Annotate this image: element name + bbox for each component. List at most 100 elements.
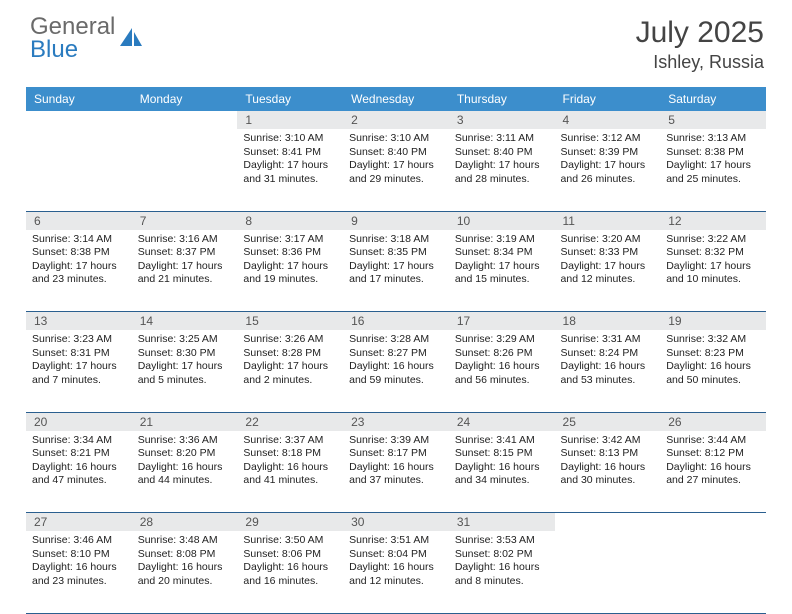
daylight-text: Daylight: 17 hours [666, 260, 760, 274]
day-cell [26, 129, 132, 211]
daylight-text: and 34 minutes. [455, 474, 549, 488]
day-cell: Sunrise: 3:34 AMSunset: 8:21 PMDaylight:… [26, 431, 132, 513]
day-cell: Sunrise: 3:28 AMSunset: 8:27 PMDaylight:… [343, 330, 449, 412]
sunset-text: Sunset: 8:41 PM [243, 146, 337, 160]
day-number: 25 [555, 412, 661, 431]
daylight-text: and 56 minutes. [455, 374, 549, 388]
day-number: 4 [555, 111, 661, 129]
day-cell: Sunrise: 3:16 AMSunset: 8:37 PMDaylight:… [132, 230, 238, 312]
daylight-text: and 2 minutes. [243, 374, 337, 388]
daylight-text: and 16 minutes. [243, 575, 337, 589]
sunrise-text: Sunrise: 3:53 AM [455, 534, 549, 548]
day-number: 7 [132, 211, 238, 230]
daylight-text: Daylight: 16 hours [455, 561, 549, 575]
day-cell: Sunrise: 3:10 AMSunset: 8:40 PMDaylight:… [343, 129, 449, 211]
sunrise-text: Sunrise: 3:20 AM [561, 233, 655, 247]
daylight-text: and 27 minutes. [666, 474, 760, 488]
sunset-text: Sunset: 8:26 PM [455, 347, 549, 361]
daylight-text: Daylight: 17 hours [243, 360, 337, 374]
daylight-text: and 28 minutes. [455, 173, 549, 187]
sunrise-text: Sunrise: 3:10 AM [349, 132, 443, 146]
daylight-text: Daylight: 16 hours [349, 561, 443, 575]
day-cell: Sunrise: 3:19 AMSunset: 8:34 PMDaylight:… [449, 230, 555, 312]
daylight-text: and 26 minutes. [561, 173, 655, 187]
daylight-text: Daylight: 16 hours [349, 360, 443, 374]
daylight-text: and 21 minutes. [138, 273, 232, 287]
sunset-text: Sunset: 8:20 PM [138, 447, 232, 461]
sunrise-text: Sunrise: 3:32 AM [666, 333, 760, 347]
sunset-text: Sunset: 8:21 PM [32, 447, 126, 461]
weekday-header: Friday [555, 87, 661, 111]
day-cell: Sunrise: 3:46 AMSunset: 8:10 PMDaylight:… [26, 531, 132, 613]
daylight-text: Daylight: 16 hours [349, 461, 443, 475]
title-location: Ishley, Russia [636, 52, 764, 73]
sunset-text: Sunset: 8:34 PM [455, 246, 549, 260]
sunrise-text: Sunrise: 3:39 AM [349, 434, 443, 448]
day-number: 20 [26, 412, 132, 431]
daylight-text: Daylight: 16 hours [666, 360, 760, 374]
day-cell: Sunrise: 3:37 AMSunset: 8:18 PMDaylight:… [237, 431, 343, 513]
day-number: 13 [26, 312, 132, 331]
daylight-text: Daylight: 16 hours [243, 461, 337, 475]
daylight-text: and 44 minutes. [138, 474, 232, 488]
sunrise-text: Sunrise: 3:36 AM [138, 434, 232, 448]
daylight-text: Daylight: 17 hours [243, 159, 337, 173]
title-month: July 2025 [636, 16, 764, 50]
day-number-row: 13141516171819 [26, 312, 766, 331]
sunrise-text: Sunrise: 3:23 AM [32, 333, 126, 347]
day-number-row: 6789101112 [26, 211, 766, 230]
daylight-text: and 10 minutes. [666, 273, 760, 287]
sunrise-text: Sunrise: 3:34 AM [32, 434, 126, 448]
weekday-header: Monday [132, 87, 238, 111]
sunset-text: Sunset: 8:30 PM [138, 347, 232, 361]
day-number: 24 [449, 412, 555, 431]
sunset-text: Sunset: 8:40 PM [455, 146, 549, 160]
week-row: Sunrise: 3:14 AMSunset: 8:38 PMDaylight:… [26, 230, 766, 312]
sunset-text: Sunset: 8:18 PM [243, 447, 337, 461]
daylight-text: and 20 minutes. [138, 575, 232, 589]
day-cell: Sunrise: 3:22 AMSunset: 8:32 PMDaylight:… [660, 230, 766, 312]
daylight-text: and 30 minutes. [561, 474, 655, 488]
day-number: 26 [660, 412, 766, 431]
day-number: 12 [660, 211, 766, 230]
daylight-text: and 47 minutes. [32, 474, 126, 488]
sunset-text: Sunset: 8:23 PM [666, 347, 760, 361]
daylight-text: and 31 minutes. [243, 173, 337, 187]
day-cell: Sunrise: 3:44 AMSunset: 8:12 PMDaylight:… [660, 431, 766, 513]
daylight-text: Daylight: 17 hours [32, 360, 126, 374]
day-cell: Sunrise: 3:48 AMSunset: 8:08 PMDaylight:… [132, 531, 238, 613]
weekday-header: Saturday [660, 87, 766, 111]
sunrise-text: Sunrise: 3:51 AM [349, 534, 443, 548]
daylight-text: Daylight: 16 hours [561, 360, 655, 374]
day-cell: Sunrise: 3:12 AMSunset: 8:39 PMDaylight:… [555, 129, 661, 211]
daylight-text: and 50 minutes. [666, 374, 760, 388]
calendar-table: Sunday Monday Tuesday Wednesday Thursday… [26, 87, 766, 614]
daylight-text: and 23 minutes. [32, 575, 126, 589]
day-number [132, 111, 238, 129]
day-number [26, 111, 132, 129]
daylight-text: Daylight: 17 hours [561, 159, 655, 173]
sunrise-text: Sunrise: 3:31 AM [561, 333, 655, 347]
sunset-text: Sunset: 8:37 PM [138, 246, 232, 260]
daylight-text: Daylight: 17 hours [32, 260, 126, 274]
day-number [555, 513, 661, 532]
day-cell: Sunrise: 3:32 AMSunset: 8:23 PMDaylight:… [660, 330, 766, 412]
day-cell: Sunrise: 3:11 AMSunset: 8:40 PMDaylight:… [449, 129, 555, 211]
daylight-text: and 37 minutes. [349, 474, 443, 488]
day-number: 27 [26, 513, 132, 532]
day-number-row: 20212223242526 [26, 412, 766, 431]
sunrise-text: Sunrise: 3:46 AM [32, 534, 126, 548]
daylight-text: Daylight: 17 hours [561, 260, 655, 274]
daylight-text: and 19 minutes. [243, 273, 337, 287]
week-row: Sunrise: 3:46 AMSunset: 8:10 PMDaylight:… [26, 531, 766, 613]
day-number: 23 [343, 412, 449, 431]
daylight-text: Daylight: 16 hours [561, 461, 655, 475]
sunset-text: Sunset: 8:38 PM [666, 146, 760, 160]
daylight-text: Daylight: 16 hours [243, 561, 337, 575]
sunset-text: Sunset: 8:35 PM [349, 246, 443, 260]
week-row: Sunrise: 3:34 AMSunset: 8:21 PM Daylight:… [26, 431, 766, 513]
daylight-text: and 12 minutes. [349, 575, 443, 589]
sunrise-text: Sunrise: 3:13 AM [666, 132, 760, 146]
sunrise-text: Sunrise: 3:48 AM [138, 534, 232, 548]
daylight-text: and 8 minutes. [455, 575, 549, 589]
